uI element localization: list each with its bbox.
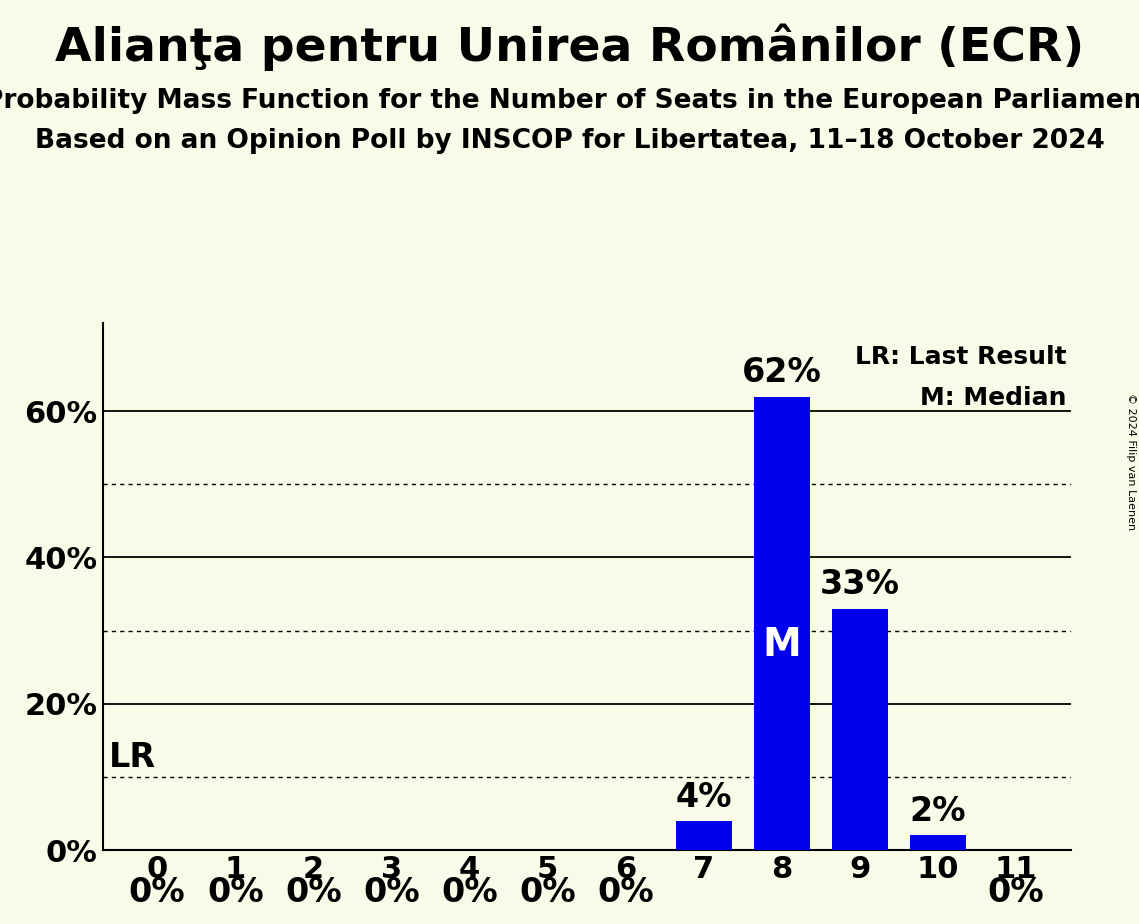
- Text: LR: Last Result: LR: Last Result: [855, 346, 1067, 370]
- Bar: [675, 821, 731, 850]
- Bar: [831, 609, 888, 850]
- Text: Probability Mass Function for the Number of Seats in the European Parliament: Probability Mass Function for the Number…: [0, 88, 1139, 114]
- Text: 0%: 0%: [988, 876, 1044, 908]
- Text: 0%: 0%: [519, 876, 576, 908]
- Text: 0%: 0%: [441, 876, 498, 908]
- Text: 0%: 0%: [285, 876, 342, 908]
- Text: Alianţa pentru Unirea Românilor (ECR): Alianţa pentru Unirea Românilor (ECR): [55, 23, 1084, 70]
- Text: 33%: 33%: [820, 568, 900, 602]
- Text: 0%: 0%: [129, 876, 186, 908]
- Bar: [754, 396, 810, 850]
- Text: 0%: 0%: [597, 876, 654, 908]
- Text: © 2024 Filip van Laenen: © 2024 Filip van Laenen: [1126, 394, 1136, 530]
- Bar: [910, 835, 966, 850]
- Text: 2%: 2%: [910, 796, 966, 828]
- Text: M: Median: M: Median: [920, 385, 1067, 409]
- Text: LR: LR: [108, 741, 156, 774]
- Text: Based on an Opinion Poll by INSCOP for Libertatea, 11–18 October 2024: Based on an Opinion Poll by INSCOP for L…: [34, 128, 1105, 153]
- Text: 62%: 62%: [741, 357, 821, 389]
- Text: 0%: 0%: [363, 876, 419, 908]
- Text: M: M: [762, 626, 801, 664]
- Text: 4%: 4%: [675, 781, 732, 813]
- Text: 0%: 0%: [207, 876, 263, 908]
